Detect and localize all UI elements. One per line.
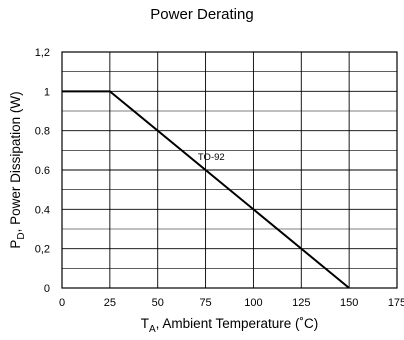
y-tick-label: 0.6	[35, 165, 50, 177]
y-tick-label: 1,2	[35, 47, 50, 59]
series-layer	[62, 90, 350, 289]
y-tick-labels: 0 0,2 0.4 0.6 0.8 1 1,2	[35, 47, 50, 295]
x-tick-labels: 0 25 50 75 100 125 150 175	[59, 297, 404, 309]
x-axis-label: TA, Ambient Temperature (˚C)	[141, 316, 318, 335]
grid	[61, 52, 398, 289]
x-tick-label: 125	[292, 297, 310, 309]
y-tick-label: 0,2	[35, 244, 50, 256]
x-tick-label: 0	[59, 297, 65, 309]
y-axis-label-sub: D	[16, 232, 27, 239]
x-tick-label: 175	[388, 297, 404, 309]
x-axis-label-sub: A	[149, 324, 156, 335]
x-tick-label: 100	[244, 297, 262, 309]
plot-frame	[61, 51, 398, 289]
x-tick-label: 75	[199, 297, 211, 309]
series-annotation: TO-92	[198, 152, 225, 163]
y-axis-label-rest: , Power Dissipation (W)	[8, 91, 23, 232]
x-tick-label: 50	[152, 297, 164, 309]
y-tick-label: 1	[44, 86, 50, 98]
x-axis-label-main: T	[141, 316, 149, 331]
y-axis-label: PD, Power Dissipation (W)	[8, 91, 27, 248]
annotations: TO-92	[198, 152, 225, 163]
chart-title: Power Derating	[150, 6, 254, 23]
y-axis-label-main: P	[8, 240, 23, 249]
x-tick-label: 150	[340, 297, 358, 309]
series-line-to-92	[62, 90, 350, 289]
y-tick-label: 0.4	[35, 204, 50, 216]
y-tick-label: 0	[44, 283, 50, 295]
x-axis-label-rest: , Ambient Temperature (˚C)	[156, 316, 319, 331]
x-tick-label: 25	[104, 297, 116, 309]
y-tick-label: 0.8	[35, 126, 50, 138]
